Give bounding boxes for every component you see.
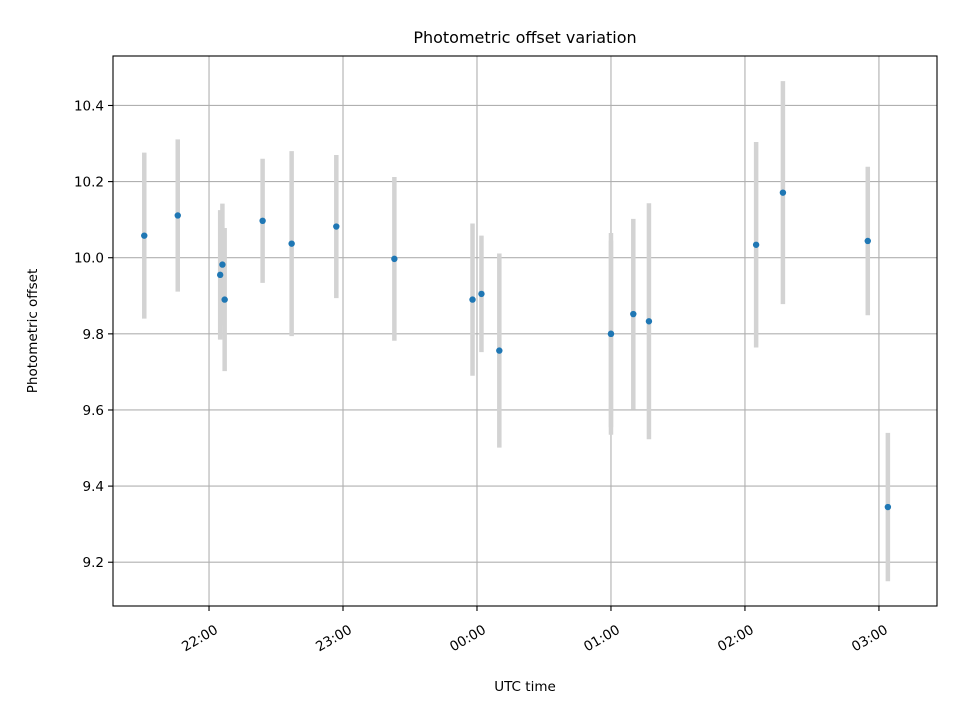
x-tick-label: 02:00 — [715, 622, 757, 655]
x-tick-label: 22:00 — [179, 622, 221, 655]
x-tick-label: 00:00 — [447, 622, 489, 655]
y-axis-label: Photometric offset — [25, 269, 41, 393]
data-point — [884, 503, 892, 511]
data-point — [496, 347, 503, 354]
y-axis-ticks: 9.2 9.4 9.6 9.8 10.0 10.2 10.4 — [74, 98, 113, 571]
y-tick-label: 9.4 — [83, 479, 104, 495]
x-axis-ticks: 22:00 23:00 00:00 01:00 02:00 03:00 — [179, 606, 891, 655]
data-point — [630, 310, 637, 318]
x-tick-label: 01:00 — [581, 622, 623, 655]
y-tick-label: 10.0 — [74, 251, 104, 267]
x-tick-label: 03:00 — [849, 622, 891, 655]
data-point — [607, 330, 615, 338]
data-point — [174, 212, 181, 219]
data-point — [645, 318, 653, 325]
x-tick-label: 23:00 — [313, 622, 355, 655]
y-tick-label: 10.4 — [74, 98, 104, 114]
data-point — [864, 237, 871, 245]
data-point — [478, 290, 485, 298]
data-point — [216, 271, 224, 279]
plot-frame — [112, 55, 938, 607]
data-point — [333, 223, 340, 230]
chart-title: Photometric offset variation — [413, 28, 636, 47]
data-points — [141, 189, 892, 511]
data-point — [219, 261, 226, 268]
data-point — [221, 296, 228, 303]
data-point — [288, 240, 295, 247]
grid-lines — [113, 56, 937, 606]
x-axis-label: UTC time — [494, 679, 556, 695]
y-tick-label: 9.8 — [83, 327, 104, 343]
y-tick-label: 9.6 — [83, 403, 104, 419]
y-tick-label: 10.2 — [74, 175, 104, 191]
error-bars — [142, 81, 891, 582]
y-tick-label: 9.2 — [83, 555, 104, 571]
data-point — [141, 232, 148, 239]
data-point — [779, 189, 787, 196]
data-point — [469, 296, 476, 303]
data-point — [259, 217, 266, 225]
data-point — [391, 255, 398, 263]
data-point — [752, 241, 760, 248]
